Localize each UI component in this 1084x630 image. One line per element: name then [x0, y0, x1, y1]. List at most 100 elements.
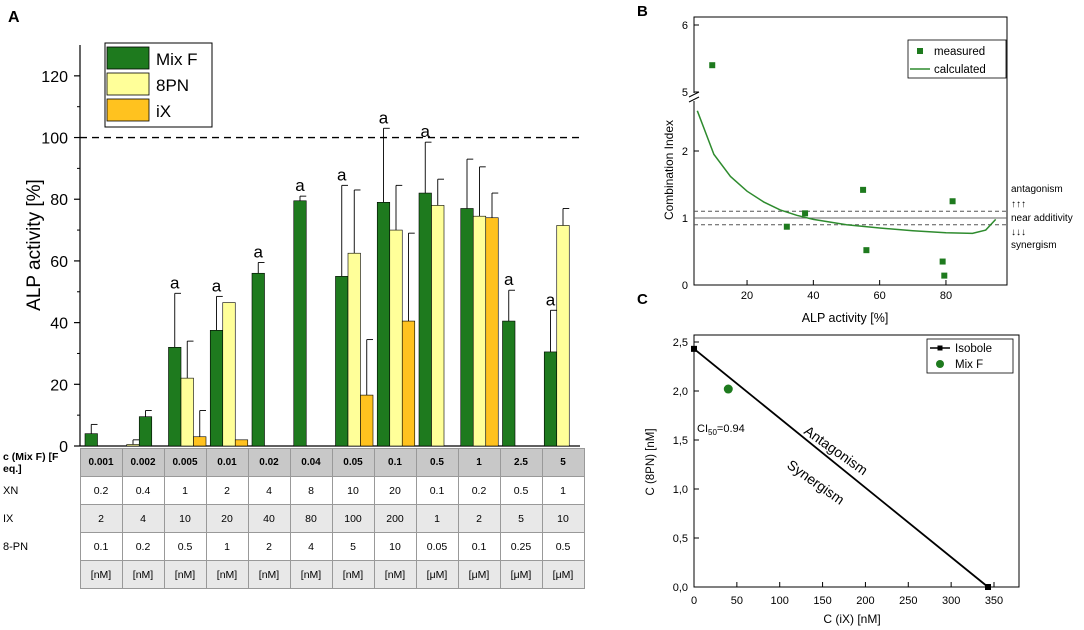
measured-point [802, 210, 809, 217]
table-cell: 0.4 [121, 476, 165, 505]
significance-mark: a [421, 122, 431, 141]
annotation-down-arrows: ↓↓↓ [1011, 227, 1026, 238]
bar-ix [485, 217, 499, 447]
region-label-synergism: Synergism [784, 456, 847, 507]
b-x-tick-label: 20 [741, 290, 753, 302]
annotation-synergism: synergism [1011, 240, 1057, 251]
b-axis-break [688, 91, 700, 103]
table-cell: 10 [541, 504, 585, 533]
bar-mix [84, 433, 98, 447]
b-annotations: antagonism ↑↑↑ near additivity ↓↓↓ syner… [1011, 184, 1073, 251]
c-y-axis-label: C (8PN) [nM] [645, 428, 657, 495]
table-cell: 0.2 [121, 532, 165, 561]
bar-ix [193, 436, 207, 447]
table-cell: 0.1 [79, 532, 123, 561]
b-y-tick-label: 6 [682, 20, 688, 32]
c-y-tick-label: 1,5 [673, 435, 688, 447]
c-x-tick-label: 200 [856, 595, 874, 607]
table-cell: 8 [289, 476, 333, 505]
table-cell: 5 [499, 504, 543, 533]
table-cell: [μM] [415, 560, 459, 589]
panel-label-b: B [637, 3, 648, 20]
a-y-tick-label: 120 [41, 69, 68, 86]
c-x-tick-label: 50 [731, 595, 743, 607]
measured-point [939, 258, 946, 265]
b-x-tick-label: 40 [807, 290, 819, 302]
panel-c-isobologram: C (8PN) [nM] C (iX) [nM] 0 50 100 150 200 250… [645, 334, 1020, 626]
a-y-tick-label: 0 [59, 439, 68, 456]
b-y-tick-label: 0 [682, 280, 688, 292]
c-y-tick-label: 0,0 [673, 582, 688, 594]
table-cell: 10 [373, 532, 417, 561]
table-cell: 0.005 [163, 448, 207, 477]
b-y-tick-label: 1 [682, 213, 688, 225]
significance-mark: a [170, 273, 180, 292]
table-cell: 20 [373, 476, 417, 505]
table-cell: [μM] [457, 560, 501, 589]
a-y-tick-label: 40 [50, 316, 68, 333]
table-cell: 1 [541, 476, 585, 505]
table-cell: 1 [415, 504, 459, 533]
bar-mix [418, 192, 432, 447]
table-cell: [nM] [289, 560, 333, 589]
b-legend: measured calculated [907, 39, 1007, 79]
bar-8pn [472, 215, 487, 447]
bar-8pn [431, 205, 445, 447]
measured-point [783, 223, 790, 230]
bar-mix [335, 276, 349, 447]
table-cell: 5 [541, 448, 585, 477]
legend-marker-isobole [937, 345, 943, 351]
table-cell: 10 [163, 504, 207, 533]
bar-ix [401, 320, 416, 447]
measured-point [709, 62, 716, 69]
table-cell: 0.05 [331, 448, 375, 477]
bar-8pn [222, 302, 236, 447]
table-cell: 2 [247, 532, 291, 561]
panel-a-bar-chart: ALP activity [%] 0 20 40 60 80 100 120 a a a a a a a… [24, 42, 580, 456]
table-cell: [nM] [373, 560, 417, 589]
table-cell: [μM] [541, 560, 585, 589]
isobole-endpoint [691, 345, 697, 352]
ci50-label: CI50=0.94 [697, 423, 745, 437]
row-label-units [0, 561, 80, 589]
a-y-tick-label: 60 [50, 254, 68, 271]
table-cell: 0.2 [457, 476, 501, 505]
c-y-tick-label: 1,0 [673, 484, 688, 496]
table-cell: 0.1 [415, 476, 459, 505]
legend-marker-mix-f [936, 360, 944, 368]
legend-label-calculated: calculated [934, 64, 986, 76]
c-x-tick-label: 300 [942, 595, 960, 607]
bar-mix [168, 346, 182, 447]
table-cell: 0.02 [247, 448, 291, 477]
table-cell: 5 [331, 532, 375, 561]
significance-mark: a [295, 176, 305, 195]
table-cell: 0.05 [415, 532, 459, 561]
panel-b-ci-chart: Combination Index ALP activity [%] 20 40 6… [662, 16, 1073, 325]
b-x-axis-label: ALP activity [%] [802, 311, 889, 325]
c-y-tick-label: 2,5 [673, 337, 688, 349]
legend-swatch-8pn [106, 72, 150, 96]
measured-point [863, 247, 870, 254]
table-row-ix: IX 2 4 10 20 40 80 100 200 1 2 5 10 [0, 504, 585, 533]
c-x-tick-label: 100 [771, 595, 789, 607]
significance-mark: a [504, 270, 514, 289]
a-legend: Mix F 8PN iX [104, 42, 213, 128]
table-cell: 2.5 [499, 448, 543, 477]
legend-label-isobole: Isobole [955, 343, 992, 355]
legend-swatch-ix [106, 98, 150, 122]
table-cell: 0.01 [205, 448, 249, 477]
c-x-tick-label: 350 [985, 595, 1003, 607]
bar-mix [138, 416, 153, 447]
table-cell: [nM] [79, 560, 123, 589]
table-cell: 0.25 [499, 532, 543, 561]
table-cell: 4 [121, 504, 165, 533]
table-cell: 0.04 [289, 448, 333, 477]
legend-label-mix-f-c: Mix F [955, 359, 983, 371]
bar-mix [251, 272, 265, 447]
table-cell: 0.1 [457, 532, 501, 561]
table-cell: 0.002 [121, 448, 165, 477]
table-row-xn: XN 0.2 0.4 1 2 4 8 10 20 0.1 0.2 0.5 1 [0, 476, 585, 505]
significance-mark: a [212, 276, 222, 295]
a-y-tick-label: 100 [41, 131, 68, 148]
